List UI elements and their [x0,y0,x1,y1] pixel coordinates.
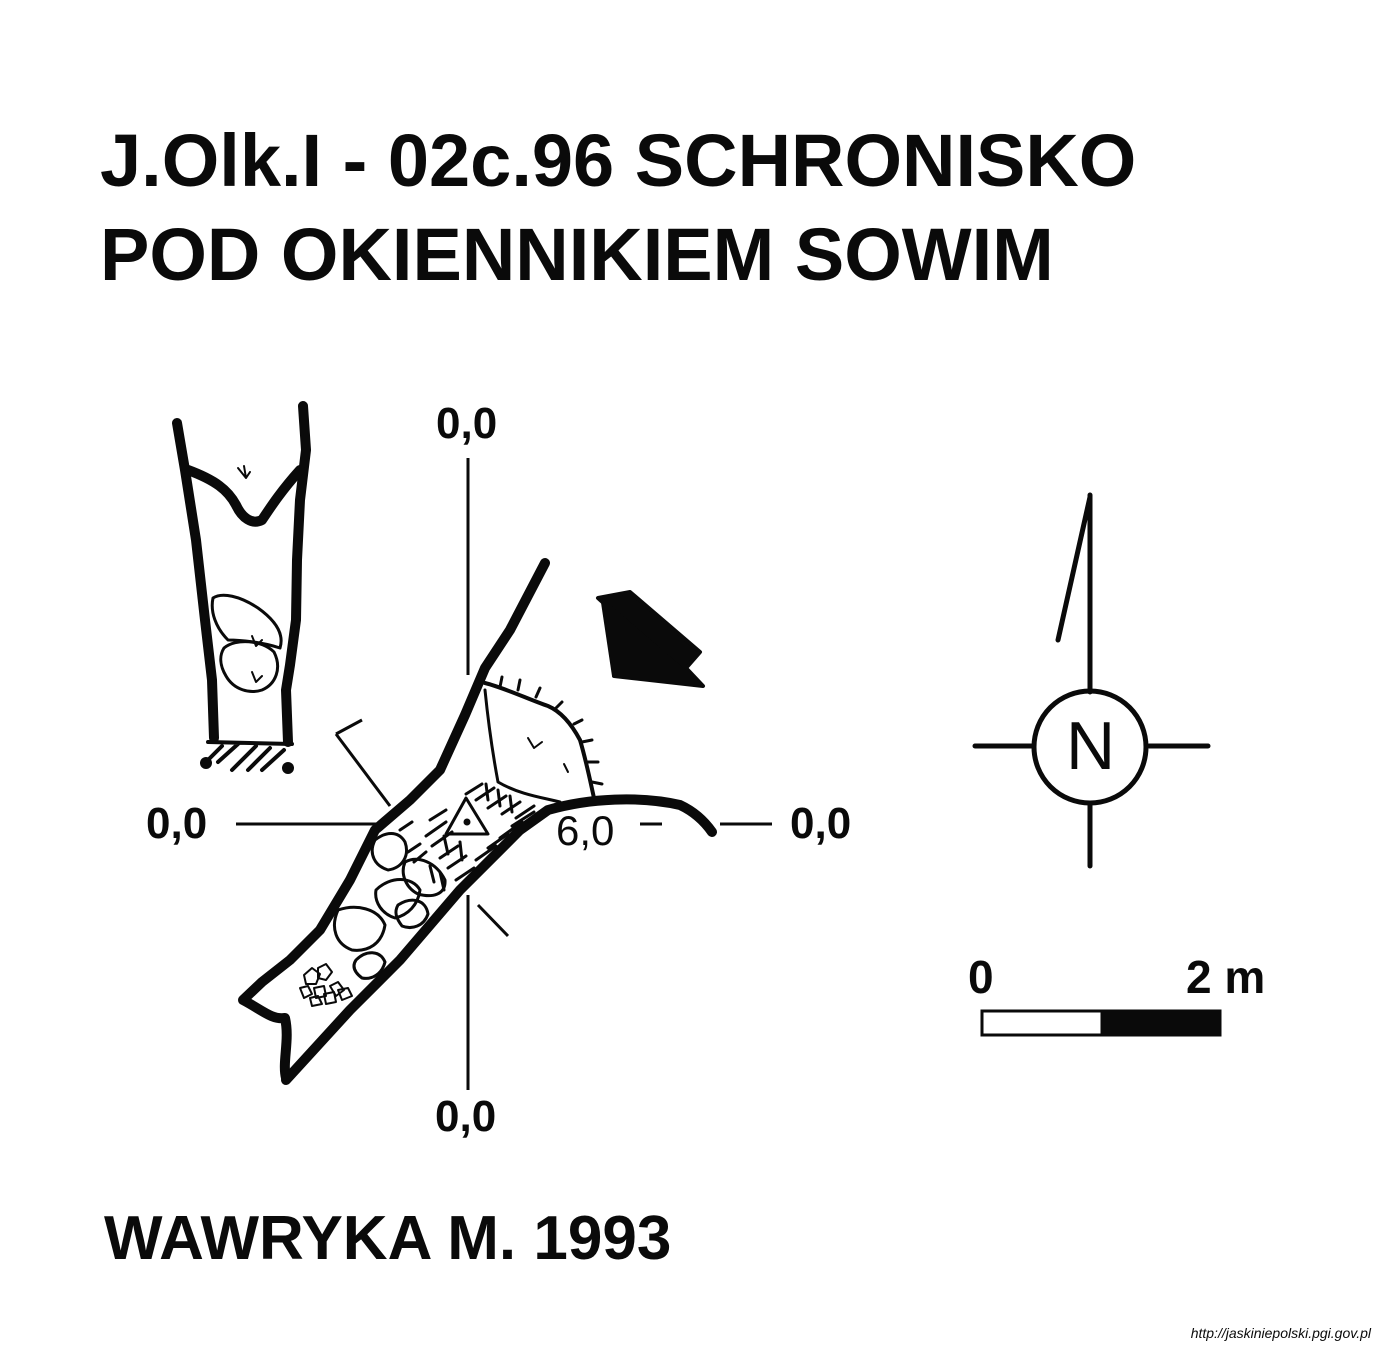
plan-inner-edge [483,688,562,804]
cross-section-tick-1 [237,465,251,479]
plan-ledge-ticks [498,675,604,786]
depth-label: 6,0 [556,807,615,854]
section-line-upper [334,733,392,807]
entrance-dot [463,818,471,826]
compass-rose [972,492,1211,869]
plan-boulder-3 [374,878,422,920]
source-url: http://jaskiniepolski.pgi.gov.pl [1190,1325,1371,1341]
cross-section-floor-end-right [282,762,294,774]
axis-label-right: 0,0 [790,799,852,848]
plan-boulder-1 [370,832,408,872]
north-letter: N [1066,708,1116,784]
plan-boulder-4 [333,905,387,952]
cross-section-boulder-lower [219,640,279,693]
cross-section-boulder-upper [210,593,283,650]
scale-end-label: 2 m [1186,951,1266,1003]
cross-section-tick-3 [251,671,263,683]
cross-section-sketch [172,401,311,772]
cross-section-tick-2 [251,635,263,647]
cross-section-ceiling-bump [183,465,305,527]
cross-section-floor-end-left [200,757,212,769]
scale-bar-black-segment [1100,1009,1222,1037]
scale-bar [980,1009,1222,1037]
section-arrow-head [335,718,363,736]
cross-section-left-wall [172,418,219,743]
plan-boulder-tick-2 [563,763,569,773]
author-credit: WAWRYKA M. 1993 [104,1204,672,1273]
cross-section-right-wall [281,401,311,747]
plan-ledge [483,681,596,800]
reference-axes [236,458,772,1090]
cross-section-floor-hatch [206,740,294,772]
section-line-lower [476,903,510,938]
compass-circle [1031,688,1149,806]
axis-label-bottom: 0,0 [435,1092,497,1141]
cave-plan [238,558,717,1085]
plan-rubble [299,963,353,1007]
cave-wall-outer [238,558,550,1083]
scale-start-label: 0 [968,951,994,1003]
entrance-direction-arrow-body [600,596,702,684]
axis-label-left: 0,0 [146,799,208,848]
title-line-2: POD OKIENNIKIEM SOWIM [100,213,1054,296]
title-line-1: J.Olk.I - 02c.96 SCHRONISKO [100,119,1137,202]
plan-boulder-6 [394,898,430,929]
axis-label-top: 0,0 [436,399,498,448]
compass-needle [1055,494,1093,643]
cave-wall-inner [281,794,717,1085]
plan-boulder-tick-1 [527,737,543,749]
plan-boulder-5 [352,951,387,980]
scale-bar-white-segment [980,1009,1104,1037]
plan-boulder-2 [401,857,447,898]
entrance-triangle [444,796,490,836]
plan-fill-hatch [398,782,536,892]
